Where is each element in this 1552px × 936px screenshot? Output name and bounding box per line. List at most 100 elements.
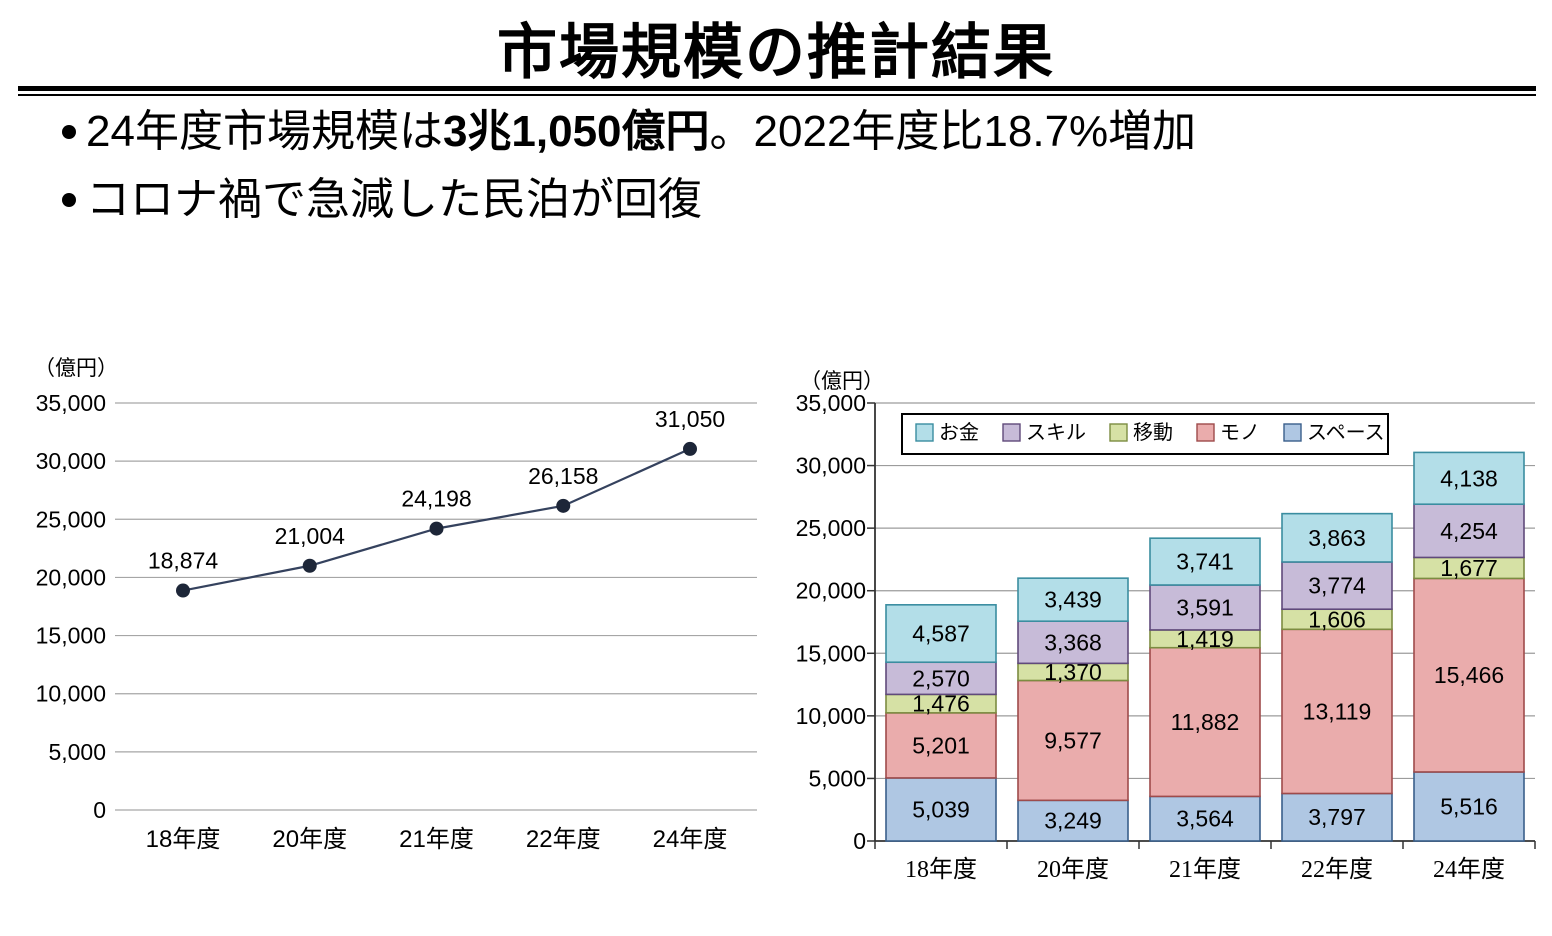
x-axis-category-label: 24年度 — [653, 826, 728, 853]
bar-segment-label: 9,577 — [1044, 727, 1102, 753]
legend-swatch — [1109, 423, 1128, 442]
bar-segment — [1413, 503, 1525, 559]
bar-segment — [885, 604, 997, 664]
title-divider — [18, 86, 1536, 96]
bar-segment — [1149, 646, 1261, 798]
x-axis-category-label: 18年度 — [905, 856, 977, 883]
x-axis-category-label: 22年度 — [526, 826, 601, 853]
y-axis-tick-label: 15,000 — [796, 640, 866, 666]
x-axis-category-label: 21年度 — [1169, 856, 1241, 883]
bar-segment — [1413, 577, 1525, 773]
bullet-dot — [62, 193, 76, 208]
bar-segment — [1149, 584, 1261, 631]
y-axis-tick-label: 20,000 — [36, 564, 106, 590]
y-axis-tick-label: 35,000 — [36, 390, 106, 416]
data-point-marker — [683, 441, 697, 456]
bar-segment — [1017, 620, 1129, 665]
y-axis-tick-label: 25,000 — [796, 515, 866, 541]
y-axis-tick-label: 35,000 — [796, 390, 866, 416]
data-point-marker — [429, 521, 444, 536]
bar-segment — [1281, 792, 1393, 842]
bar-segment-label: 3,249 — [1044, 808, 1102, 834]
data-point-marker — [176, 583, 190, 598]
bar-segment-label: 3,863 — [1308, 525, 1366, 551]
data-point-marker — [302, 558, 317, 573]
y-axis-tick-label: 15,000 — [36, 623, 106, 649]
data-point-marker — [556, 498, 571, 513]
legend-swatch — [1196, 423, 1215, 442]
x-axis-category-label: 24年度 — [1433, 856, 1505, 883]
bar-segment — [885, 661, 997, 696]
bar-segment-label: 5,516 — [1440, 793, 1498, 819]
market-size-line-chart: 0 5,000 10,000 15,000 20,000 25,000 30,000 35,0… — [34, 357, 757, 853]
bar-segment — [1281, 561, 1393, 611]
bar-segment-label: 13,119 — [1303, 698, 1372, 724]
bar-segment — [1149, 537, 1261, 586]
bar-segment-label: 3,564 — [1176, 806, 1234, 832]
data-point-label: 31,050 — [655, 406, 725, 432]
legend-label: お金 — [939, 421, 979, 444]
x-axis-category-label: 21年度 — [399, 826, 474, 853]
bar-segment-label: 1,606 — [1308, 606, 1366, 632]
legend-label: スペース — [1307, 422, 1385, 444]
y-axis-tick-label: 5,000 — [48, 739, 106, 765]
y-axis-unit-label: （億円） — [34, 357, 118, 380]
bar-segment-label: 3,439 — [1044, 587, 1102, 613]
data-point-label: 21,004 — [275, 523, 346, 549]
page-title: 市場規模の推計結果 — [497, 19, 1055, 86]
bar-segment — [1017, 577, 1129, 622]
bar-segment-label: 3,368 — [1044, 629, 1102, 655]
y-axis-tick-label: 10,000 — [36, 681, 106, 707]
divider-thick-line — [18, 86, 1536, 91]
bar-segment — [1413, 451, 1525, 506]
y-axis-tick-label: 20,000 — [796, 578, 866, 604]
bullet-text: 24年度市場規模は3兆1,050億円。2022年度比18.7%増加 — [86, 107, 1197, 156]
x-axis-category-label: 20年度 — [1037, 856, 1109, 883]
legend-label: 移動 — [1133, 421, 1173, 444]
legend-label: スキル — [1026, 422, 1086, 444]
bar-segment-label: 5,039 — [912, 796, 970, 822]
bar-segment-label: 3,741 — [1176, 549, 1234, 575]
bar-segment — [1017, 679, 1129, 802]
bar-segment — [1281, 512, 1393, 563]
legend-swatch — [1283, 423, 1302, 442]
y-axis-tick-label: 30,000 — [36, 448, 106, 474]
legend-swatch — [1002, 423, 1021, 442]
bar-segment-label: 3,774 — [1308, 573, 1366, 599]
bar-segment-label: 2,570 — [912, 665, 970, 691]
bar-segment-label: 15,466 — [1434, 662, 1504, 688]
bullet-text: コロナ禍で急減した民泊が回復 — [86, 175, 702, 225]
y-axis-tick-label: 0 — [93, 797, 106, 823]
data-point-label: 18,874 — [148, 548, 219, 574]
y-axis-tick-label: 10,000 — [796, 703, 866, 729]
y-axis-tick-label: 25,000 — [36, 506, 106, 532]
bar-segment-label: 4,254 — [1440, 518, 1498, 544]
x-axis-category-label: 20年度 — [272, 826, 347, 853]
divider-thin-line — [18, 94, 1536, 96]
bullet-list: 24年度市場規模は3兆1,050億円。2022年度比18.7%増加 コロナ禍で急… — [62, 98, 1532, 234]
bullet-dot — [62, 125, 76, 139]
legend-swatch — [915, 423, 934, 442]
legend-label: モノ — [1220, 422, 1260, 444]
bullet-item-market-size: 24年度市場規模は3兆1,050億円。2022年度比18.7%増加 — [62, 98, 1532, 166]
bar-segment — [885, 712, 997, 779]
bar-segment-label: 4,138 — [1440, 465, 1498, 491]
data-point-label: 24,198 — [401, 486, 471, 512]
bar-segment-label: 3,797 — [1308, 804, 1366, 830]
bar-segment-label: 4,587 — [912, 621, 970, 647]
bar-segment — [1017, 799, 1129, 842]
market-size-stacked-bar-chart: 0 5,000 10,000 15,000 20,000 25,000 30,000 35,0… — [796, 370, 1536, 883]
bar-segment — [885, 777, 997, 842]
y-axis-tick-label: 5,000 — [808, 765, 866, 791]
bar-segment-label: 1,677 — [1440, 555, 1498, 581]
data-point-label: 26,158 — [528, 463, 598, 489]
legend-box — [901, 413, 1389, 455]
bar-segment-label: 3,591 — [1176, 594, 1234, 620]
bullet-item-minpaku-recovery: コロナ禍で急減した民泊が回復 — [62, 166, 1532, 234]
y-axis-unit-label: （億円） — [800, 370, 884, 393]
bar-segment-label: 5,201 — [912, 732, 970, 758]
bar-segment-label: 11,882 — [1171, 709, 1240, 735]
y-axis-tick-label: 0 — [853, 828, 866, 854]
